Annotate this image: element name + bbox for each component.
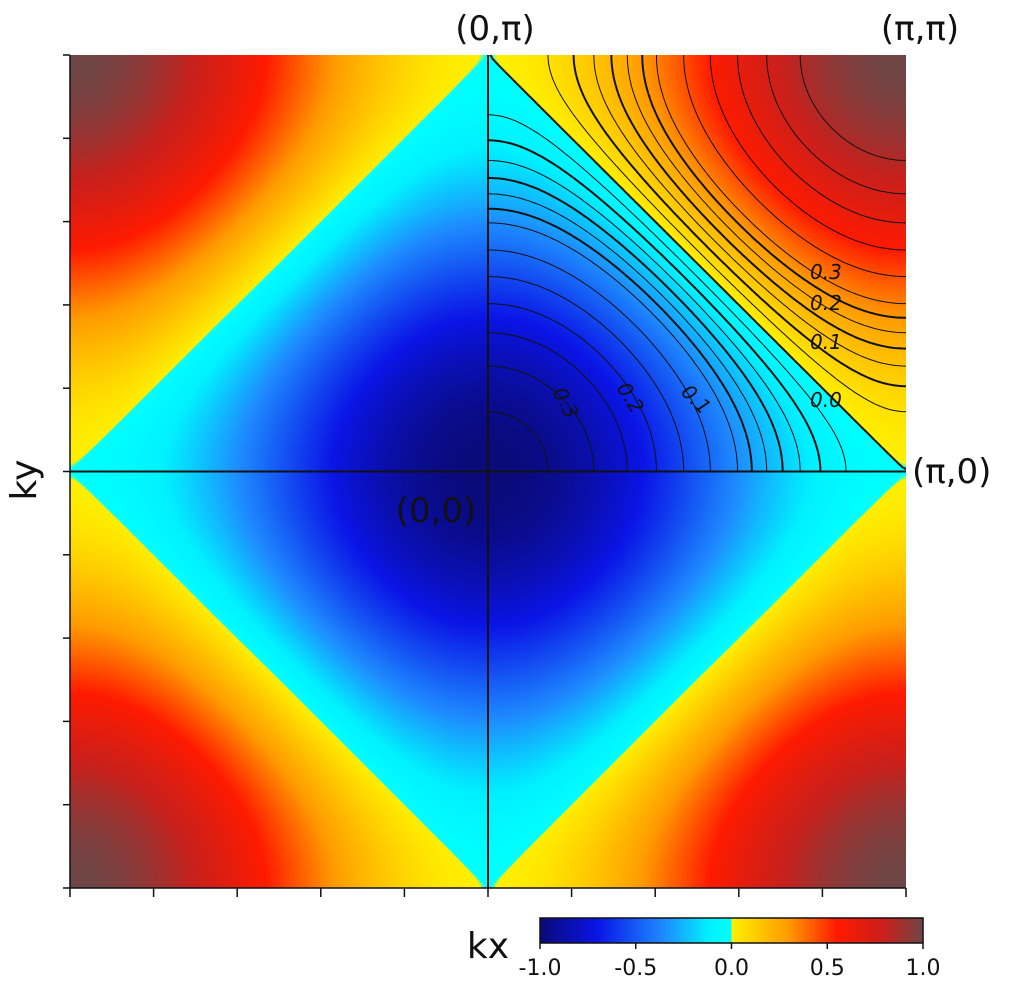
dashed-contour-15 bbox=[709, 55, 906, 251]
contour-labels: 0.3 0.2 0.1 0.0 0.3 0.2 0.1 bbox=[548, 260, 842, 422]
dashed-contour-6 bbox=[488, 222, 738, 471]
dashed-contour-9 bbox=[488, 114, 847, 471]
dashed-contour-0 bbox=[488, 411, 549, 471]
solid-contour-4 bbox=[572, 55, 906, 388]
contour-lines bbox=[488, 55, 906, 471]
dashed-contour-17 bbox=[766, 55, 906, 195]
solid-contour-5 bbox=[610, 55, 906, 350]
contour-label-pos-0-2: 0.2 bbox=[810, 291, 842, 315]
dashed-contour-7 bbox=[488, 193, 768, 471]
colorbar-tick-label: 0.0 bbox=[714, 956, 749, 981]
solid-contour-0 bbox=[488, 207, 753, 471]
contour-label-pos-0-1: 0.1 bbox=[810, 330, 842, 354]
solid-contour-1 bbox=[488, 176, 784, 471]
solid-contour-3 bbox=[489, 55, 906, 471]
solid-contour-2 bbox=[488, 139, 822, 471]
solid-contour-6 bbox=[641, 55, 906, 319]
colorbar-ticks: -1.0 -0.5 0.0 0.5 1.0 bbox=[519, 943, 941, 981]
contour-label-neg-0-3: 0.3 bbox=[548, 383, 584, 422]
label-pi-pi: (π,π) bbox=[881, 9, 959, 49]
dashed-contour-1 bbox=[488, 365, 595, 471]
colorbar bbox=[539, 917, 924, 944]
dashed-contour-14 bbox=[683, 55, 906, 277]
dashed-contour-2 bbox=[488, 332, 628, 471]
dashed-contour-16 bbox=[737, 55, 906, 224]
colorbar-tick-label: 0.5 bbox=[810, 956, 845, 981]
dashed-contour-10 bbox=[547, 55, 906, 413]
contour-label-pos-0-3: 0.3 bbox=[810, 260, 842, 284]
dashed-contour-4 bbox=[488, 276, 685, 471]
dashed-contour-13 bbox=[656, 55, 906, 305]
dashed-contour-11 bbox=[593, 55, 906, 367]
colorbar-tick-label: -1.0 bbox=[519, 956, 562, 981]
y-axis-label: ky bbox=[4, 460, 45, 501]
axes bbox=[69, 55, 906, 889]
dashed-contour-5 bbox=[488, 249, 711, 471]
dashed-contour-3 bbox=[488, 303, 657, 471]
colorbar-tick-label: -0.5 bbox=[614, 956, 657, 981]
label-zero-pi: (0,π) bbox=[455, 9, 534, 49]
dashed-contour-18 bbox=[799, 55, 906, 161]
dashed-contour-12 bbox=[626, 55, 906, 334]
label-pi-zero: (π,0) bbox=[912, 452, 991, 492]
x-axis-label: kx bbox=[467, 926, 509, 967]
contour-label-neg-0-2: 0.2 bbox=[612, 378, 649, 418]
axis-ticks bbox=[63, 54, 907, 897]
dashed-contour-8 bbox=[488, 159, 801, 471]
colorbar-tick-label: 1.0 bbox=[906, 956, 941, 981]
contour-label-pos-0-0: 0.0 bbox=[810, 388, 842, 412]
label-origin: (0,0) bbox=[396, 491, 477, 531]
